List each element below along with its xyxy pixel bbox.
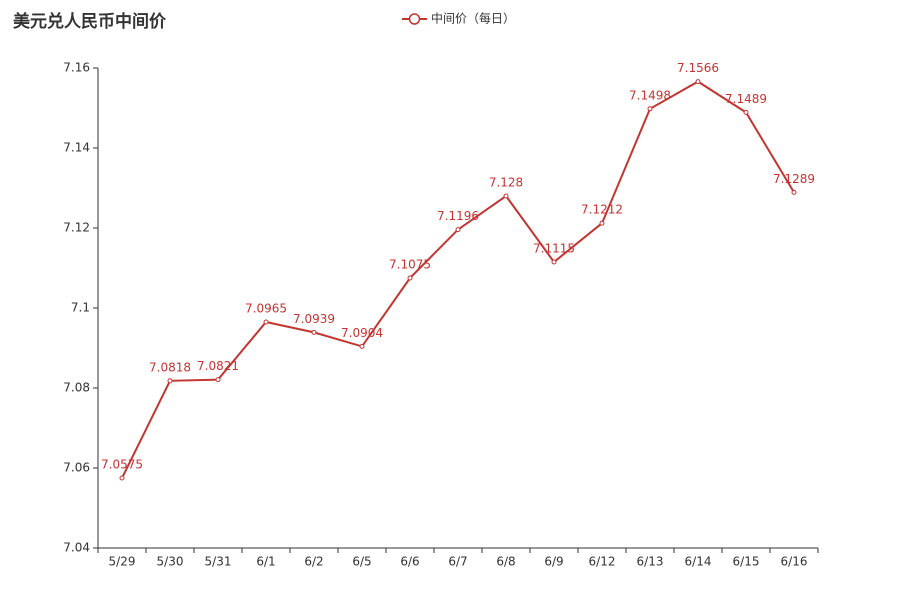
data-label: 7.0818	[149, 360, 191, 374]
point	[455, 227, 461, 233]
x-tick-label: 6/8	[496, 555, 515, 569]
data-label: 7.1212	[581, 203, 623, 217]
data-label: 7.1075	[389, 258, 431, 272]
y-tick-label: 7.16	[63, 61, 90, 75]
data-label: 7.1289	[773, 172, 815, 186]
x-tick-label: 5/30	[157, 555, 184, 569]
data-label: 7.0575	[101, 458, 143, 472]
x-tick-label: 6/9	[544, 555, 563, 569]
x-tick-label: 6/5	[352, 555, 371, 569]
point	[743, 109, 749, 115]
x-tick-label: 6/6	[400, 555, 419, 569]
point	[311, 329, 317, 335]
x-tick-label: 6/15	[733, 555, 760, 569]
data-label: 7.0821	[197, 359, 239, 373]
point	[695, 79, 701, 85]
data-label: 7.1566	[677, 61, 719, 75]
legend-marker	[408, 13, 421, 25]
x-tick-label: 6/1	[256, 555, 275, 569]
point	[791, 189, 797, 195]
x-tick-label: 5/29	[109, 555, 136, 569]
x-tick-label: 6/12	[589, 555, 616, 569]
point	[503, 193, 509, 199]
x-tick-label: 5/31	[205, 555, 232, 569]
x-tick-label: 6/2	[304, 555, 323, 569]
y-tick-label: 7.08	[63, 381, 90, 395]
data-label: 7.1196	[437, 209, 479, 223]
line	[121, 80, 795, 479]
y-tick-label: 7.06	[63, 461, 90, 475]
point	[263, 319, 269, 325]
x-tick-label: 6/14	[685, 555, 712, 569]
data-label: 7.0965	[245, 302, 287, 316]
data-label: 7.1115	[533, 242, 575, 256]
legend-label: 中间价（每日）	[431, 11, 515, 26]
x-tick-label: 6/7	[448, 555, 467, 569]
data-label: 7.1498	[629, 88, 671, 102]
data-label: 7.128	[489, 176, 523, 190]
point	[551, 259, 557, 265]
y-tick-label: 7.04	[63, 541, 90, 555]
x-tick-label: 6/16	[781, 555, 808, 569]
point	[359, 343, 365, 349]
y-tick-label: 7.14	[63, 141, 90, 155]
point	[647, 106, 653, 112]
y-tick-label: 7.12	[63, 221, 90, 235]
x-tick-label: 6/13	[637, 555, 664, 569]
data-label: 7.0939	[293, 312, 335, 326]
point	[407, 275, 413, 281]
point	[119, 475, 125, 481]
data-label: 7.0904	[341, 326, 383, 340]
point	[215, 377, 221, 383]
point	[599, 220, 605, 226]
y-tick-label: 7.1	[71, 301, 90, 315]
point	[167, 378, 173, 384]
data-label: 7.1489	[725, 92, 767, 106]
chart-title: 美元兑人民币中间价	[13, 11, 167, 32]
